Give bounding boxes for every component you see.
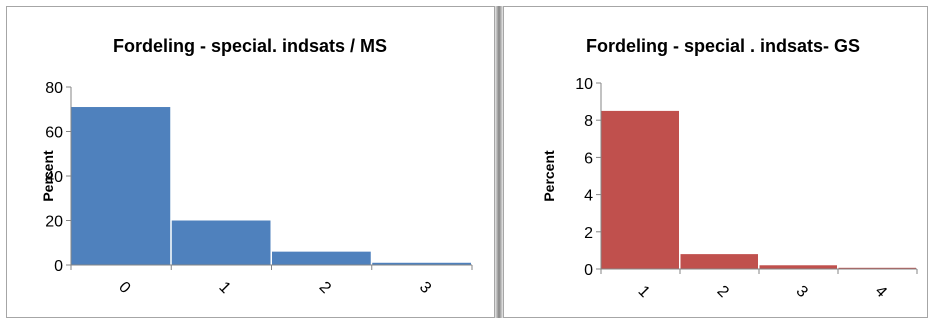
y-tick-label: 8 bbox=[584, 113, 593, 130]
y-tick-label: 80 bbox=[45, 80, 63, 97]
y-tick-label: 40 bbox=[45, 169, 63, 186]
y-tick-label: 60 bbox=[45, 125, 63, 142]
chart-title: Fordeling - special. indsats / MS bbox=[113, 36, 387, 56]
y-tick-label: 20 bbox=[45, 214, 63, 231]
bar-1 bbox=[601, 110, 679, 270]
bar-0 bbox=[71, 107, 171, 266]
x-tick-label: 0 bbox=[115, 279, 133, 297]
y-tick-label: 4 bbox=[584, 188, 593, 205]
chart-panel-ms: Fordeling - special. indsats / MS Percent… bbox=[6, 6, 495, 318]
y-tick-label: 2 bbox=[584, 225, 593, 242]
chart-panel-gs: Fordeling - special . indsats- GS Percent… bbox=[503, 6, 928, 318]
x-tick-label: 1 bbox=[215, 279, 233, 297]
bar-2 bbox=[272, 251, 371, 265]
y-tick-label: 6 bbox=[584, 150, 593, 167]
x-tick-label: 4 bbox=[872, 283, 890, 301]
bar-4 bbox=[838, 267, 916, 269]
chart-ms: Fordeling - special. indsats / MS Percent… bbox=[40, 36, 473, 297]
x-tick-label: 3 bbox=[416, 279, 434, 297]
bar-3 bbox=[372, 262, 471, 265]
x-tick-label: 3 bbox=[793, 283, 811, 301]
panel-separator bbox=[495, 6, 503, 318]
y-tick-label: 0 bbox=[54, 258, 63, 275]
chart-title: Fordeling - special . indsats- GS bbox=[586, 36, 860, 56]
x-tick-label: 2 bbox=[316, 279, 334, 297]
y-tick-label: 0 bbox=[584, 262, 593, 279]
y-tick-label: 10 bbox=[575, 76, 593, 93]
bar-3 bbox=[759, 265, 837, 269]
bar-2 bbox=[680, 254, 758, 269]
chart-gs: Fordeling - special . indsats- GS Percent… bbox=[541, 36, 918, 301]
y-axis-label: Percent bbox=[541, 150, 557, 202]
x-tick-label: 2 bbox=[714, 283, 732, 301]
bar-1 bbox=[171, 220, 271, 265]
y-axis-label: Percent bbox=[40, 150, 56, 202]
x-tick-label: 1 bbox=[635, 283, 653, 301]
